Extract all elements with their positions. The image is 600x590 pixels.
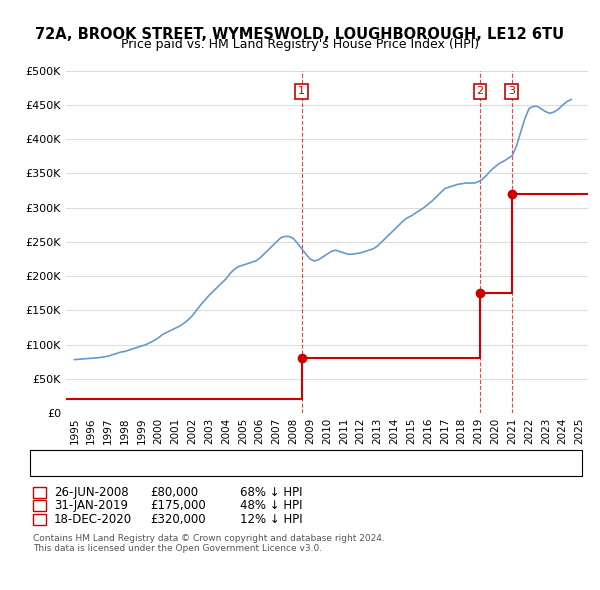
Text: Contains HM Land Registry data © Crown copyright and database right 2024.
This d: Contains HM Land Registry data © Crown c… (33, 534, 385, 553)
Text: 72A, BROOK STREET, WYMESWOLD, LOUGHBOROUGH, LE12 6TU (detached house): 72A, BROOK STREET, WYMESWOLD, LOUGHBOROU… (93, 451, 526, 461)
Text: 3: 3 (508, 86, 515, 96)
Text: 48% ↓ HPI: 48% ↓ HPI (240, 499, 302, 512)
Text: 2: 2 (476, 86, 484, 96)
Text: 3: 3 (36, 513, 43, 526)
Text: 12% ↓ HPI: 12% ↓ HPI (240, 513, 302, 526)
Text: £80,000: £80,000 (150, 486, 198, 499)
Text: ─────: ───── (48, 463, 86, 476)
Text: 2: 2 (36, 499, 43, 512)
Text: £320,000: £320,000 (150, 513, 206, 526)
Text: £175,000: £175,000 (150, 499, 206, 512)
Text: 72A, BROOK STREET, WYMESWOLD, LOUGHBOROUGH, LE12 6TU (detached house): 72A, BROOK STREET, WYMESWOLD, LOUGHBOROU… (93, 453, 526, 462)
Text: 26-JUN-2008: 26-JUN-2008 (54, 486, 128, 499)
Text: HPI: Average price, detached house, Charnwood: HPI: Average price, detached house, Char… (93, 463, 345, 472)
Text: 18-DEC-2020: 18-DEC-2020 (54, 513, 132, 526)
Text: ─────: ───── (48, 461, 86, 474)
Text: ─────: ───── (48, 451, 86, 464)
Text: ─────: ───── (48, 450, 86, 463)
Text: HPI: Average price, detached house, Charnwood: HPI: Average price, detached house, Char… (93, 464, 345, 474)
Text: 1: 1 (36, 486, 43, 499)
Text: 31-JAN-2019: 31-JAN-2019 (54, 499, 128, 512)
Text: 1: 1 (298, 86, 305, 96)
Text: 72A, BROOK STREET, WYMESWOLD, LOUGHBOROUGH, LE12 6TU: 72A, BROOK STREET, WYMESWOLD, LOUGHBOROU… (35, 27, 565, 41)
Text: 68% ↓ HPI: 68% ↓ HPI (240, 486, 302, 499)
Text: Price paid vs. HM Land Registry's House Price Index (HPI): Price paid vs. HM Land Registry's House … (121, 38, 479, 51)
